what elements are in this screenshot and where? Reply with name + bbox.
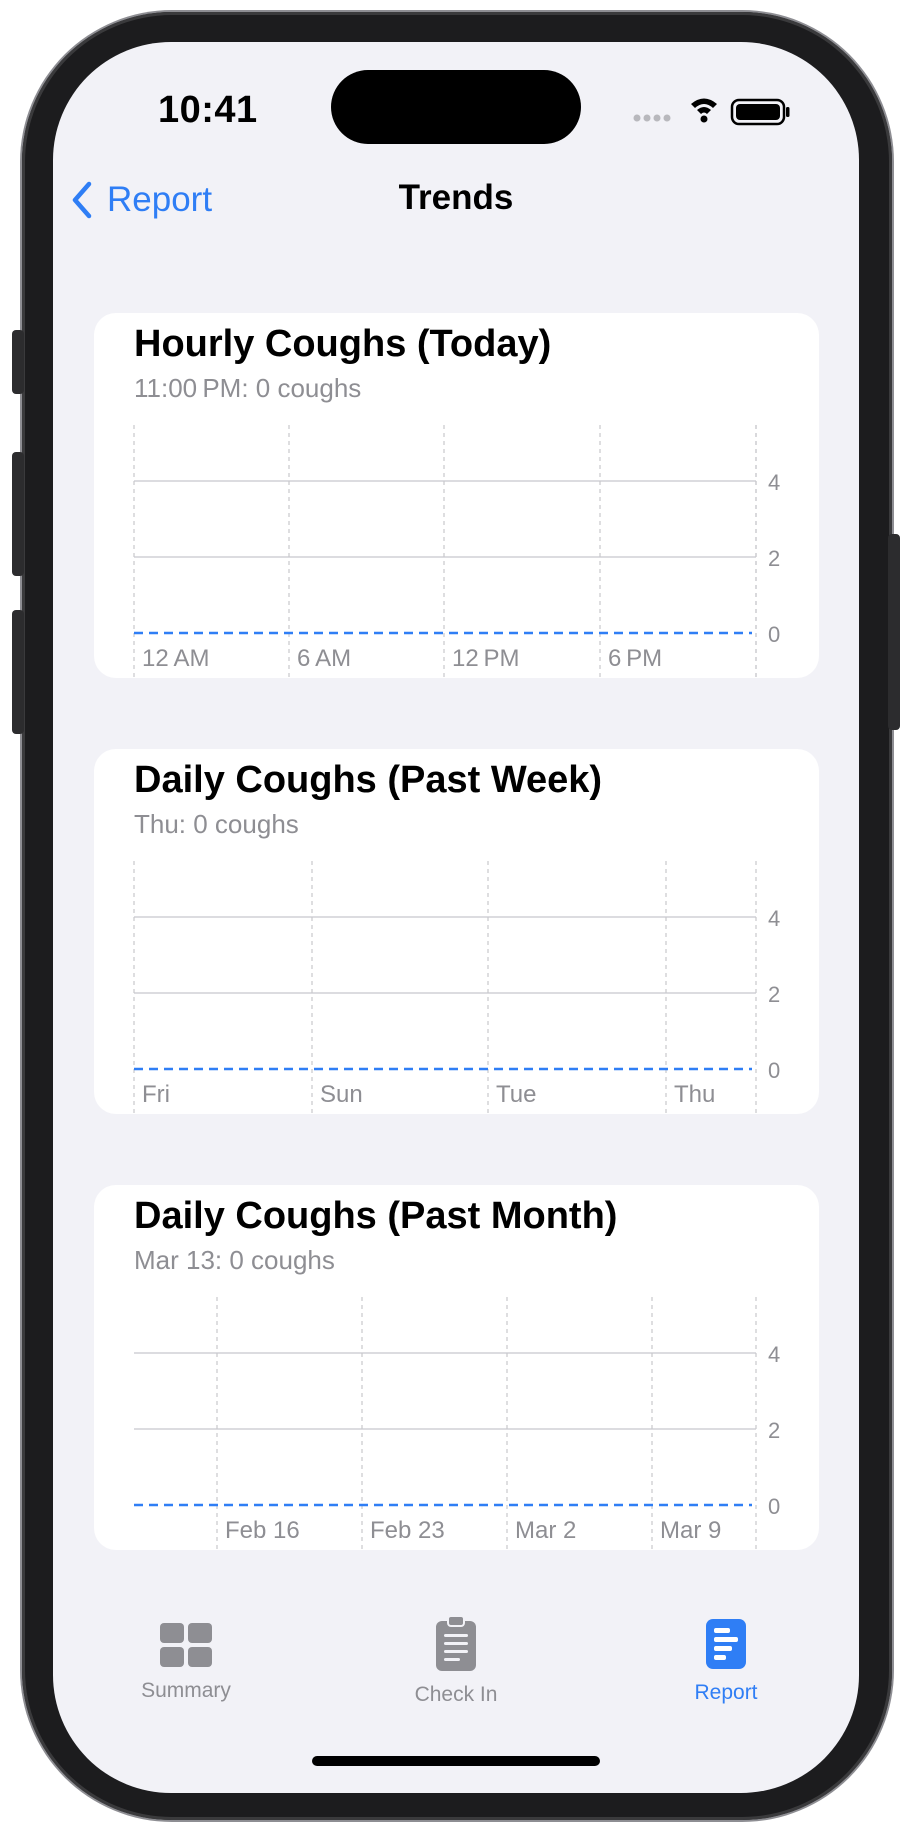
y-tick-label: 0 [768,1494,780,1519]
home-indicator [312,1756,600,1766]
action-button [12,330,24,394]
tab-bar: Summary Check In Report [53,1615,859,1742]
card-title: Hourly Coughs (Today) [134,323,552,365]
tab-report[interactable]: Report [626,1619,826,1705]
wifi-icon [691,98,717,123]
volume-down-button [12,610,24,734]
weekly-coughs-chart: 4 2 0 Fri Sun Tue Thu [133,861,780,1114]
card-title: Daily Coughs (Past Month) [134,1195,618,1237]
x-tick-label: 12 AM [142,645,210,672]
volume-up-button [12,452,24,576]
tab-summary[interactable]: Summary [86,1622,286,1703]
screen: 10:41 Report Trends 4 2 0 [53,42,859,1793]
y-tick-label: 2 [768,1418,780,1443]
page-title: Trends [398,178,514,217]
status-time: 10:41 [158,89,258,131]
tab-label: Check In [414,1683,498,1706]
y-tick-label: 4 [768,906,780,931]
card-subtitle: Thu: 0 coughs [134,809,299,839]
card-subtitle: Mar 13: 0 coughs [134,1245,335,1275]
weekly-coughs-card: 4 2 0 Fri Sun Tue Thu Daily Coughs (Past Week)… [94,749,819,1114]
clipboard-icon [436,1615,476,1671]
y-tick-label: 2 [768,982,780,1007]
power-button [888,534,900,730]
x-tick-label: Sun [320,1081,363,1108]
x-tick-label: 6 AM [297,645,351,672]
x-tick-label: Fri [142,1081,170,1108]
x-tick-label: Mar 9 [660,1517,721,1544]
card-subtitle: 11:00 PM: 0 coughs [134,373,362,403]
battery-icon [730,98,790,126]
monthly-coughs-card: 4 2 0 Feb 16 Feb 23 Mar 2 Mar 9 Daily Coughs (… [94,1185,819,1550]
back-label: Report [107,180,213,219]
x-tick-label: 6 PM [608,645,662,672]
status-icons [631,94,821,134]
x-tick-label: 12 PM [452,645,520,672]
y-tick-label: 0 [768,1058,780,1083]
dynamic-island [331,70,581,144]
tab-check-in[interactable]: Check In [356,1615,556,1707]
x-tick-label: Feb 23 [370,1517,445,1544]
hourly-coughs-chart: 4 2 0 12 AM 6 AM 12 PM 6 PM [133,425,780,678]
report-icon [706,1619,746,1669]
x-tick-label: Thu [674,1081,715,1108]
tab-label: Report [694,1681,758,1704]
hourly-coughs-card: 4 2 0 12 AM 6 AM 12 PM 6 PM Hourly Coughs (Tod… [94,313,819,678]
cellular-signal-icon [633,114,671,122]
x-tick-label: Feb 16 [225,1517,300,1544]
chevron-left-icon [72,181,92,219]
grid-icon [160,1623,212,1667]
x-tick-label: Tue [496,1081,536,1108]
tab-label: Summary [141,1679,231,1702]
y-tick-label: 4 [768,1342,780,1367]
y-tick-label: 4 [768,470,780,495]
x-tick-label: Mar 2 [515,1517,576,1544]
back-button[interactable]: Report [71,176,212,224]
y-tick-label: 2 [768,546,780,571]
card-title: Daily Coughs (Past Week) [134,759,603,801]
monthly-coughs-chart: 4 2 0 Feb 16 Feb 23 Mar 2 Mar 9 [134,1297,780,1550]
y-tick-label: 0 [768,622,780,647]
